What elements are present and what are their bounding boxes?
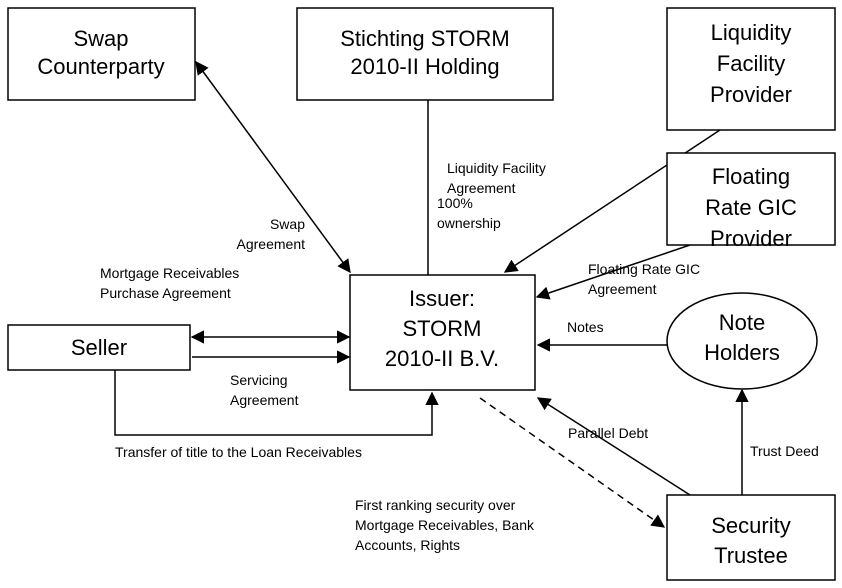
liquidity-box (666, 7, 836, 131)
node-label: Trustee (714, 543, 788, 568)
edge-label: Transfer of title to the Loan Receivable… (115, 444, 362, 460)
edge-label: Parallel Debt (568, 425, 648, 441)
edge-label: First ranking security over (355, 497, 516, 513)
node-label: Seller (71, 335, 127, 360)
edge-label: Agreement (230, 392, 299, 408)
edge-label: Trust Deed (750, 443, 819, 459)
issuer-box (349, 274, 536, 391)
edge-label: ownership (437, 215, 501, 231)
edge-label: Purchase Agreement (100, 285, 231, 301)
security-arrow (479, 397, 666, 528)
node-label: Holders (704, 340, 780, 365)
edge-label: Mortgage Receivables, Bank (355, 517, 535, 533)
seller-box (7, 324, 191, 371)
node-label: Security (711, 513, 790, 538)
node-label: Stichting STORM (340, 26, 510, 51)
boxes (7, 7, 836, 581)
edge-label: 100% (437, 195, 473, 211)
node-label: STORM (402, 316, 481, 341)
node-label: Provider (710, 82, 792, 107)
swap-arrow (195, 60, 351, 274)
edge-label: Accounts, Rights (355, 537, 460, 553)
node-label: 2010-II B.V. (385, 346, 499, 371)
node-label: Swap (73, 26, 128, 51)
edge-label: Agreement (588, 281, 657, 297)
node-label: Counterparty (37, 54, 164, 79)
node-label: Note (719, 310, 765, 335)
parallel-debt-arrow (536, 397, 691, 496)
trustee-box (666, 494, 836, 581)
edge-label: Notes (567, 319, 604, 335)
edge-label: Floating Rate GIC (588, 261, 700, 277)
node-label: Issuer: (409, 286, 475, 311)
node-label: Facility (717, 51, 785, 76)
node-label: Floating (712, 164, 790, 189)
node-label: 2010-II Holding (350, 54, 499, 79)
edge-label: Agreement (447, 180, 516, 196)
node-label: Provider (710, 226, 792, 251)
node-label: Rate GIC (705, 195, 797, 220)
gic-arrow (535, 244, 691, 300)
edge-label: Agreement (237, 236, 306, 252)
stichting-box (296, 7, 554, 101)
transfer-arrow (114, 370, 439, 436)
swap-box (7, 7, 196, 101)
gic-box (666, 152, 836, 246)
edge-label: Liquidity Facility (447, 160, 546, 176)
edge-label: Mortgage Receivables (100, 265, 239, 281)
edge-label: Swap (270, 216, 305, 232)
edge-label: Servicing (230, 372, 288, 388)
node-label: Liquidity (711, 20, 792, 45)
noteholders-ellipse (666, 292, 818, 390)
